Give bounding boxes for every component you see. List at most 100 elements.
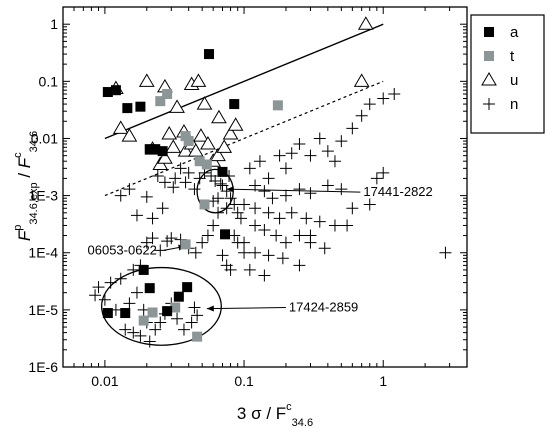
point-u-26 (227, 117, 244, 131)
point-t-7 (199, 199, 210, 210)
point-n-84 (154, 316, 167, 329)
point-a-8 (204, 49, 215, 60)
point-n-8 (304, 149, 317, 162)
point-a-12 (102, 308, 113, 319)
highlight-ellipse-1 (100, 266, 222, 346)
point-n-90 (188, 301, 201, 314)
point-n-29 (370, 172, 383, 185)
point-n-37 (328, 219, 341, 232)
annotations: 17441-2822 06053-0622 17424-2859 (88, 184, 433, 314)
point-n-124 (216, 249, 229, 262)
point-n-95 (143, 335, 156, 348)
y-tick-label-7: 1E-6 (28, 359, 58, 375)
y-axis-title-main-bot: F (15, 156, 34, 168)
legend-label-n: n (510, 96, 518, 113)
y-tick-label-6: 1E-5 (28, 302, 58, 318)
solid-reference-line (104, 23, 384, 140)
point-n-63 (189, 246, 202, 259)
dashed-reference-line (104, 80, 384, 197)
point-n-4 (273, 149, 286, 162)
point-n-117 (146, 212, 159, 225)
point-n-36 (313, 215, 326, 228)
point-n-3 (262, 172, 275, 185)
point-n-10 (321, 145, 334, 158)
point-n-9 (313, 132, 326, 145)
point-u-4 (169, 99, 185, 113)
point-n-58 (234, 212, 247, 225)
point-n-68 (154, 244, 167, 257)
point-u-27 (353, 73, 370, 87)
point-t-2 (162, 89, 173, 100)
point-a-2 (110, 85, 121, 96)
x-tick-label-3: 1 (379, 373, 387, 389)
point-u-14 (165, 139, 182, 153)
point-n-89 (185, 316, 198, 329)
point-n-43 (293, 229, 306, 242)
x-axis-title-main: 3 σ / F (237, 404, 286, 423)
point-u-18 (187, 143, 204, 157)
point-n-99 (209, 175, 222, 188)
point-a-15 (144, 283, 155, 294)
point-n-50 (293, 259, 306, 272)
point-n-16 (377, 92, 390, 105)
point-n-118 (156, 202, 169, 215)
point-n-17 (388, 88, 401, 101)
legend-marker-u (481, 72, 497, 86)
point-n-39 (249, 219, 262, 232)
point-n-5 (279, 162, 292, 175)
point-n-111 (158, 176, 171, 189)
point-n-93 (127, 326, 140, 339)
point-a-18 (182, 282, 193, 293)
point-n-47 (249, 246, 262, 259)
point-n-25 (335, 183, 348, 196)
point-n-19 (258, 185, 271, 198)
point-u-23 (216, 139, 233, 153)
point-a-13 (120, 308, 131, 319)
point-u-8 (112, 120, 129, 134)
point-u-25 (211, 109, 227, 124)
point-n-109 (188, 183, 201, 196)
point-n-11 (328, 155, 341, 168)
point-n-31 (249, 202, 262, 215)
point-n-106 (174, 162, 187, 175)
point-n-35 (300, 212, 313, 225)
point-u-24 (222, 125, 239, 140)
point-n-60 (207, 219, 220, 232)
point-t-4 (183, 136, 194, 147)
y-tick-label-2: 0.1 (39, 73, 59, 89)
point-u-22 (210, 147, 226, 162)
point-n-28 (377, 166, 390, 179)
point-n-70 (140, 236, 153, 249)
point-n-1 (243, 162, 256, 175)
point-n-24 (321, 179, 334, 192)
x-axis-title-sup: c (286, 401, 292, 413)
point-n-96 (193, 172, 206, 185)
point-n-87 (171, 312, 184, 325)
y-tick-label-1: 1 (50, 16, 58, 32)
point-a-7 (157, 146, 168, 157)
point-n-100 (214, 177, 227, 190)
point-n-91 (191, 309, 204, 322)
reference-lines (104, 23, 384, 197)
point-n-80 (130, 286, 143, 299)
point-n-38 (341, 219, 354, 232)
point-n-114 (123, 183, 136, 196)
point-u-20 (200, 136, 216, 150)
annotation-label-2: 06053-0622 (88, 242, 157, 257)
y-axis-title-main-top: F (15, 229, 34, 241)
annotation-label-1: 17441-2822 (363, 184, 432, 199)
point-u-13 (161, 125, 178, 140)
point-n-26 (346, 202, 359, 215)
point-n-27 (363, 198, 376, 211)
point-n-92 (119, 323, 132, 336)
point-n-77 (98, 293, 111, 306)
point-t-11 (147, 307, 158, 318)
point-u-7 (196, 96, 213, 110)
point-n-54 (220, 185, 233, 198)
point-n-69 (146, 232, 159, 245)
point-n-67 (161, 235, 174, 248)
point-n-14 (355, 109, 368, 122)
point-n-116 (130, 209, 143, 222)
point-a-14 (138, 264, 149, 275)
